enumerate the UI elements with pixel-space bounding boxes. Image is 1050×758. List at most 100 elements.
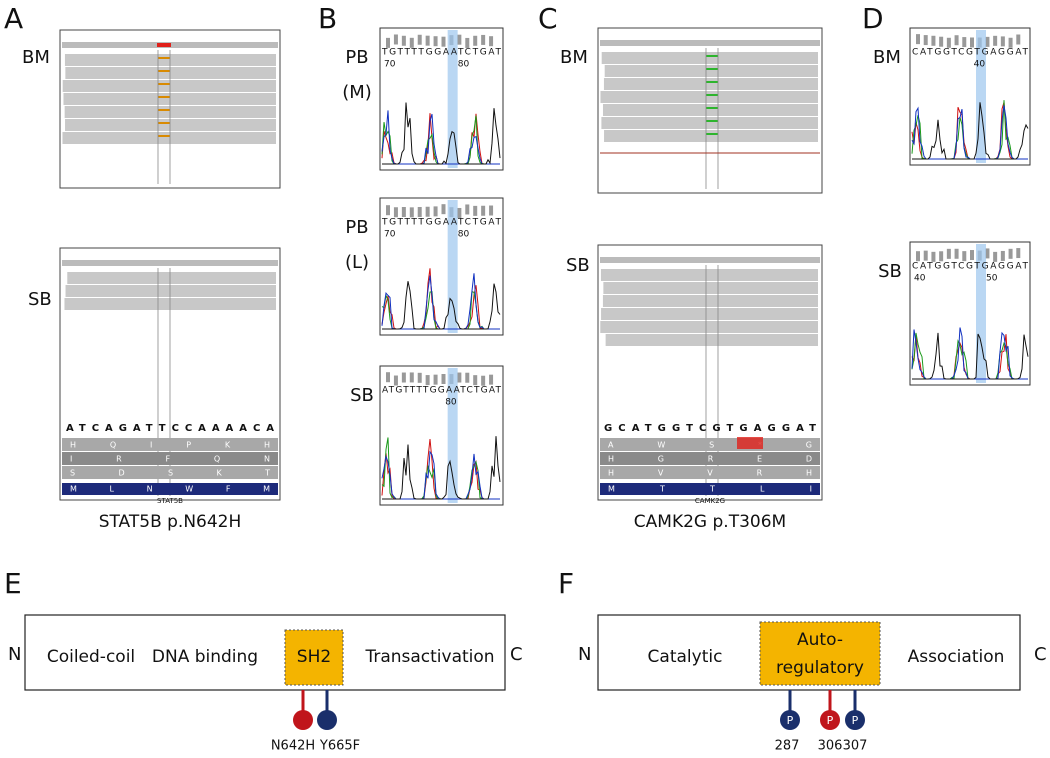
quality-bar	[425, 375, 430, 386]
quality-bar	[417, 372, 422, 383]
quality-bar	[1016, 248, 1021, 259]
quality-bar	[970, 37, 974, 48]
read	[65, 285, 276, 297]
quality-bar	[970, 250, 974, 261]
sample-label: PB	[345, 47, 368, 68]
trace	[382, 436, 501, 500]
translation-row	[600, 452, 820, 465]
site-label: 306	[818, 739, 843, 754]
quality-bar	[409, 372, 414, 383]
variant	[706, 107, 718, 109]
quality-bar	[409, 207, 414, 218]
protein: M T T L I	[608, 485, 812, 494]
bases: ATGTTTTGGAATCTGAT	[382, 386, 502, 396]
quality-bar	[939, 36, 944, 47]
quality-bar	[441, 36, 446, 47]
quality-bar	[916, 34, 920, 45]
quality-bar	[473, 205, 478, 216]
domain-label: Coiled-coil	[47, 647, 135, 667]
lollipop-head	[317, 710, 337, 730]
variant	[706, 55, 718, 57]
site-label: 307	[843, 739, 868, 754]
coverage-track	[600, 257, 820, 263]
gene-label: CAMK2G	[695, 497, 725, 505]
terminus: N	[578, 644, 591, 665]
panel-label: C	[538, 2, 558, 35]
quality-bar	[393, 34, 398, 45]
position-tick: 50	[986, 274, 998, 284]
highlight	[976, 30, 986, 163]
quality-bar	[939, 251, 944, 262]
quality-bar	[457, 372, 462, 383]
quality-bar	[489, 36, 494, 47]
quality-bar	[481, 34, 486, 45]
position-tick: 80	[458, 230, 470, 240]
translation: H V V R H	[608, 469, 812, 478]
mutation-label: N642H	[271, 739, 315, 754]
read	[603, 282, 818, 294]
read	[603, 78, 818, 90]
panel-label: F	[558, 567, 574, 600]
position-tick: 40	[914, 274, 926, 284]
highlight	[447, 30, 458, 168]
quality-bar	[923, 35, 928, 46]
lollipop-head	[845, 710, 865, 730]
panel-label: D	[862, 2, 884, 35]
variant	[158, 96, 170, 98]
site-label: 287	[775, 739, 800, 754]
quality-bar	[441, 373, 446, 384]
quality-bar	[1016, 34, 1021, 45]
quality-bar	[954, 35, 959, 46]
stop-codon	[737, 437, 763, 449]
variant	[158, 109, 170, 111]
highlight	[976, 244, 986, 383]
coverage-track	[600, 40, 820, 46]
lollipop-head	[780, 710, 800, 730]
coverage-track	[62, 260, 278, 266]
quality-bar	[916, 251, 920, 262]
sample-label: (M)	[342, 82, 372, 103]
sample-label: (L)	[345, 252, 369, 273]
sample-label: PB	[345, 217, 368, 238]
position-tick: 70	[384, 60, 396, 70]
variant-flag	[157, 43, 171, 47]
quality-bar	[417, 206, 422, 217]
quality-bar	[386, 205, 390, 216]
variant	[158, 135, 170, 137]
quality-bar	[409, 37, 414, 48]
quality-bar	[1000, 250, 1005, 261]
gene-label: STAT5B	[157, 497, 183, 505]
protein: M L N W F M	[70, 485, 270, 494]
domain-label: SH2	[297, 647, 331, 667]
variant	[158, 83, 170, 85]
quality-bar	[465, 204, 470, 215]
protein-diagram: N C Catalytic Auto- regulatory Associati…	[578, 614, 1047, 691]
variant	[706, 120, 718, 122]
trace	[382, 281, 501, 330]
bases: CATGGTCGTGAGGAT	[912, 262, 1029, 272]
quality-bar	[441, 204, 446, 215]
read	[600, 269, 818, 281]
quality-bar	[433, 36, 438, 47]
site-marker: P	[787, 714, 794, 727]
read	[64, 54, 276, 66]
domain-label: regulatory	[776, 658, 864, 678]
read	[604, 65, 818, 77]
quality-bar	[954, 248, 959, 259]
mutation-label: Y665F	[319, 739, 360, 754]
trace-panel	[379, 197, 504, 336]
bases: CATGGTCGTGAGGAT	[912, 48, 1029, 58]
position-tick: 40	[974, 60, 986, 70]
quality-bar	[457, 34, 462, 45]
translation: S D S K T	[70, 469, 270, 478]
domain-label: Association	[908, 647, 1005, 667]
trace	[382, 102, 501, 165]
domain-label: DNA binding	[152, 647, 258, 667]
trace	[912, 102, 1029, 160]
quality-bar	[489, 205, 494, 216]
highlight	[447, 200, 458, 333]
variant	[706, 81, 718, 83]
protein-diagram: N C Coiled-coil DNA binding SH2 Transact…	[8, 614, 523, 754]
quality-bar	[1008, 37, 1013, 48]
